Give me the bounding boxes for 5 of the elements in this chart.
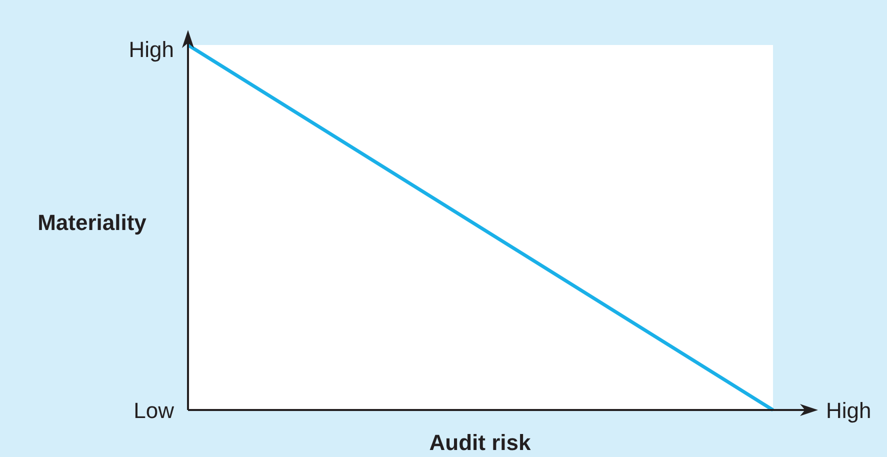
annotation: Low [134,398,174,423]
annotation: High [128,37,174,62]
y-axis-title: Materiality [38,210,148,235]
annotation: High [826,398,872,423]
x-axis-title: Audit risk [429,430,532,455]
